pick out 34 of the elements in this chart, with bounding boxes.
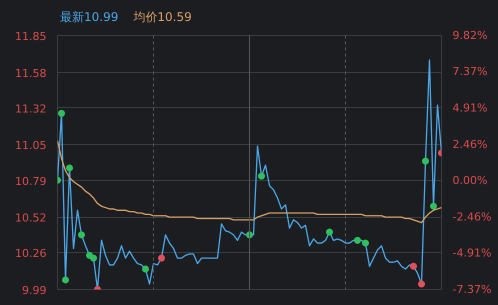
point bbox=[418, 280, 425, 288]
point bbox=[354, 236, 361, 244]
y2-tick-label: -4.91% bbox=[452, 246, 492, 260]
point bbox=[58, 110, 65, 117]
point bbox=[62, 276, 69, 284]
y2-tick-label: 0.00% bbox=[452, 174, 488, 188]
point bbox=[142, 266, 149, 273]
y-tick-label: 11.05 bbox=[15, 139, 47, 152]
y2-tick-label: 9.82% bbox=[452, 29, 488, 42]
point bbox=[66, 164, 73, 172]
y-tick-label: 9.99 bbox=[22, 284, 47, 297]
point bbox=[158, 254, 165, 262]
y2-tick-label: -2.46% bbox=[452, 210, 492, 224]
y-tick-label: 10.52 bbox=[15, 212, 47, 225]
text: 最新10.99 bbox=[60, 9, 118, 26]
y-tick-label: 10.26 bbox=[15, 247, 47, 260]
point bbox=[78, 231, 85, 238]
text: 均价10.59 bbox=[133, 9, 192, 26]
line-series bbox=[58, 140, 442, 224]
y2-tick-label: 4.91% bbox=[452, 102, 488, 115]
point bbox=[326, 228, 333, 236]
point bbox=[410, 262, 417, 270]
y-tick-label: 11.32 bbox=[15, 102, 47, 116]
point bbox=[430, 202, 437, 210]
y2-tick-label: 2.46% bbox=[452, 138, 488, 151]
y2-tick-label: 7.37% bbox=[452, 65, 488, 78]
point bbox=[422, 158, 429, 165]
point bbox=[258, 172, 265, 180]
y-tick-label: 10.79 bbox=[15, 174, 47, 188]
y-tick-label: 11.85 bbox=[15, 30, 47, 43]
y2-tick-label: -7.37% bbox=[452, 283, 492, 296]
point bbox=[362, 240, 369, 247]
point bbox=[90, 254, 97, 262]
y-tick-label: 11.58 bbox=[15, 66, 47, 80]
